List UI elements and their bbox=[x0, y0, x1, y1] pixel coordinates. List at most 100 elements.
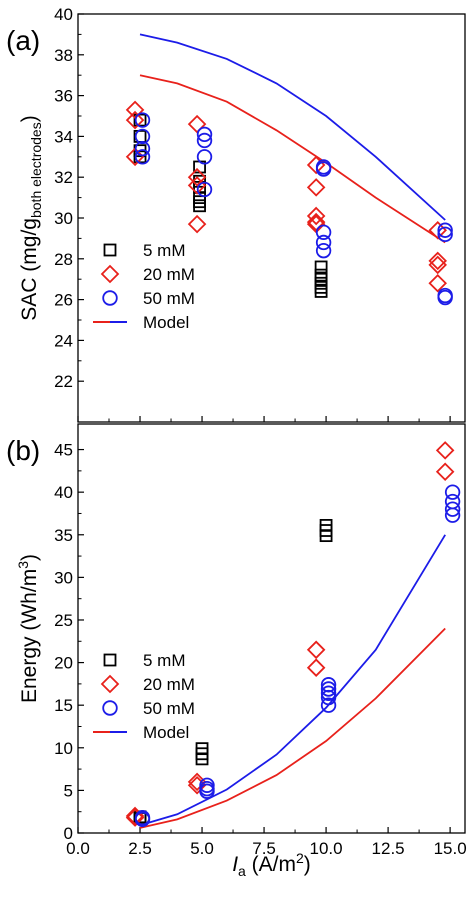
data-point bbox=[134, 811, 151, 828]
x-tick-label: 12.5 bbox=[372, 839, 405, 858]
y-tick-label: 28 bbox=[54, 250, 73, 269]
legend-marker bbox=[103, 653, 117, 667]
data-point bbox=[314, 260, 328, 274]
legend-marker bbox=[102, 290, 118, 306]
data-point bbox=[444, 484, 461, 500]
data-point bbox=[196, 149, 213, 165]
data-point bbox=[314, 280, 328, 294]
data-point bbox=[187, 114, 207, 134]
y-tick-label: 34 bbox=[54, 127, 73, 146]
data-point bbox=[437, 289, 453, 306]
data-point bbox=[435, 441, 455, 460]
data-point bbox=[444, 501, 461, 517]
y-tick-label: 22 bbox=[54, 372, 73, 391]
model-line bbox=[139, 534, 446, 827]
data-point bbox=[125, 100, 145, 120]
y-tick-label: 38 bbox=[54, 46, 73, 65]
y-tick-label: 20 bbox=[54, 654, 73, 673]
data-point bbox=[435, 462, 455, 481]
model-line bbox=[139, 33, 446, 221]
panel-label: (b) bbox=[6, 435, 40, 466]
data-point bbox=[187, 214, 207, 234]
y-tick-label: 35 bbox=[54, 526, 73, 545]
data-point bbox=[315, 224, 332, 240]
data-point bbox=[193, 195, 206, 209]
data-point bbox=[134, 140, 151, 157]
data-point bbox=[134, 112, 151, 128]
y-tick-label: 36 bbox=[54, 87, 73, 106]
y-tick-label: 24 bbox=[54, 331, 73, 350]
legend-label: 20 mM bbox=[143, 265, 195, 284]
data-point bbox=[187, 167, 207, 187]
legend-label: 20 mM bbox=[143, 675, 195, 694]
y-tick-label: 40 bbox=[54, 483, 73, 502]
legend-label: 50 mM bbox=[143, 289, 195, 308]
data-point bbox=[428, 274, 447, 293]
legend-label: 50 mM bbox=[143, 699, 195, 718]
x-tick-label: 7.5 bbox=[252, 839, 276, 858]
data-point bbox=[196, 132, 213, 149]
legend-label: 5 mM bbox=[143, 241, 186, 260]
y-tick-label: 30 bbox=[54, 568, 73, 587]
y-tick-label: 45 bbox=[54, 441, 73, 460]
data-point bbox=[320, 681, 337, 697]
y-axis-label: Energy (Wh/m3) bbox=[15, 554, 41, 703]
y-tick-label: 40 bbox=[54, 5, 73, 24]
data-point bbox=[195, 752, 209, 766]
data-point bbox=[314, 268, 328, 282]
data-point bbox=[444, 507, 461, 523]
data-point bbox=[319, 529, 333, 543]
data-point bbox=[196, 126, 213, 143]
data-point bbox=[314, 276, 328, 290]
data-point bbox=[315, 242, 332, 259]
data-point bbox=[314, 272, 328, 286]
data-point bbox=[125, 110, 145, 130]
data-point bbox=[125, 808, 145, 827]
data-point bbox=[320, 697, 337, 713]
y-tick-label: 30 bbox=[54, 209, 73, 228]
model-line bbox=[139, 627, 446, 829]
x-tick-label: 5.0 bbox=[190, 839, 214, 858]
legend-marker bbox=[100, 674, 120, 694]
data-point bbox=[306, 658, 326, 677]
data-point bbox=[437, 226, 453, 243]
legend-label: Model bbox=[143, 723, 189, 742]
data-point bbox=[306, 178, 326, 197]
x-axis-label: Ia (A/m2) bbox=[232, 850, 311, 879]
legend-marker bbox=[102, 700, 118, 716]
legend-marker bbox=[100, 264, 120, 284]
data-point bbox=[306, 206, 326, 226]
data-point bbox=[320, 685, 337, 701]
y-tick-label: 5 bbox=[64, 781, 73, 800]
legend-label: Model bbox=[143, 313, 189, 332]
plot-frame bbox=[77, 423, 466, 834]
data-point bbox=[320, 689, 337, 706]
data-point bbox=[428, 255, 447, 275]
data-point bbox=[125, 147, 145, 167]
data-point bbox=[437, 222, 453, 238]
panel-b: 0 5 10 15 20 25 30 35 40 45 0.0 2.5 5.0 7.5 10.0 12.5 15… bbox=[6, 423, 467, 879]
y-axis-label: SAC (mg/gboth electrodes) bbox=[18, 115, 44, 320]
y-tick-label: 26 bbox=[54, 291, 73, 310]
y-tick-label: 25 bbox=[54, 611, 73, 630]
data-point bbox=[196, 181, 213, 198]
data-point bbox=[306, 640, 326, 660]
x-tick-label: 10.0 bbox=[310, 839, 343, 858]
x-tick-label: 15.0 bbox=[434, 839, 467, 858]
model-line bbox=[139, 74, 446, 244]
y-tick-label: 32 bbox=[54, 168, 73, 187]
x-tick-label: 2.5 bbox=[128, 839, 152, 858]
y-tick-label: 15 bbox=[54, 696, 73, 715]
data-point bbox=[134, 128, 151, 145]
legend-marker bbox=[103, 243, 117, 257]
panel-a: 22 24 26 28 30 32 34 36 38 40 (a) SAC (mg/gboth ele… bbox=[6, 5, 466, 423]
data-point bbox=[306, 212, 326, 232]
data-point bbox=[199, 783, 215, 799]
data-point bbox=[314, 285, 328, 298]
data-point bbox=[315, 161, 332, 177]
panel-label: (a) bbox=[6, 25, 40, 56]
y-tick-label: 10 bbox=[54, 739, 73, 758]
data-point bbox=[428, 251, 447, 271]
legend-label: 5 mM bbox=[143, 651, 186, 670]
